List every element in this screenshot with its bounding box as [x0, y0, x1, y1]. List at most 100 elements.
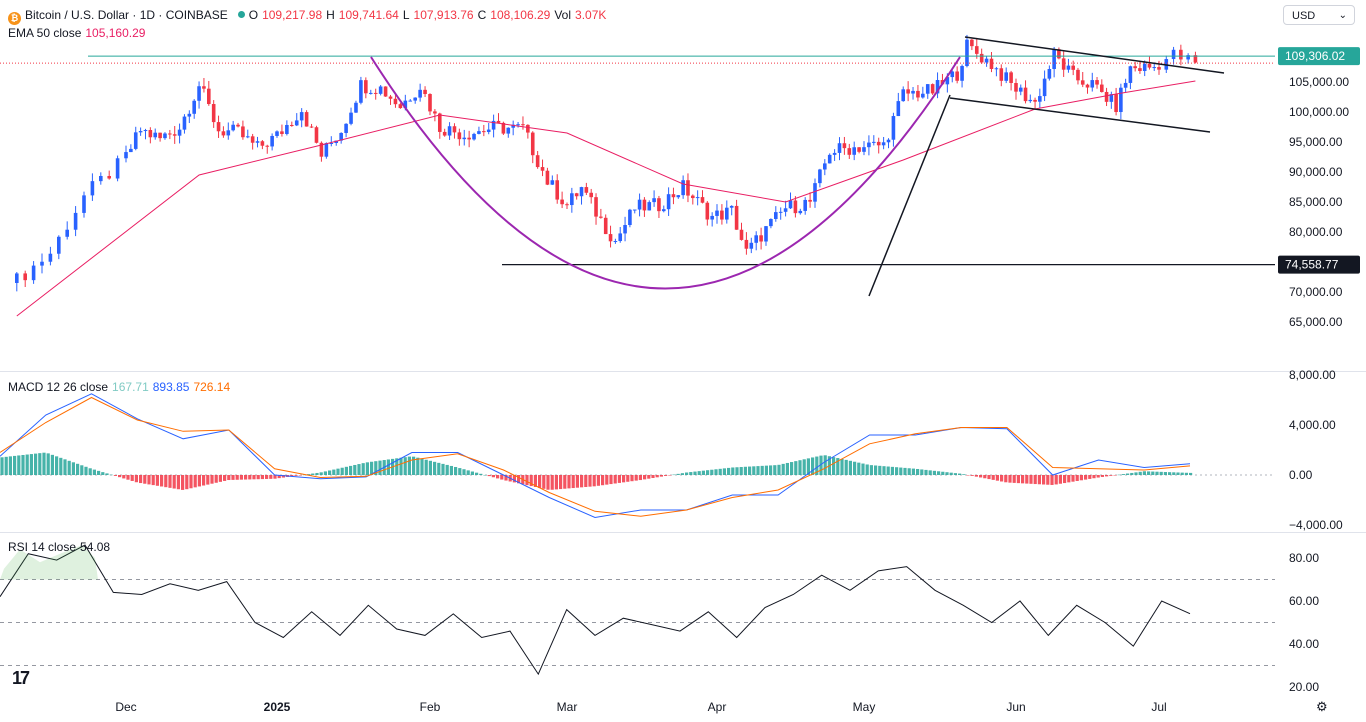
macd-histogram-bar — [307, 474, 311, 475]
close-label: C — [477, 8, 487, 22]
macd-histogram-bar — [1033, 475, 1037, 485]
macd-histogram-bar — [172, 475, 176, 489]
candle — [511, 124, 515, 128]
candle — [339, 132, 343, 141]
candle — [589, 192, 593, 198]
macd-histogram-bar — [17, 455, 21, 475]
macd-histogram-bar — [336, 468, 340, 475]
candle — [764, 226, 768, 242]
rsi-tick-label: 20.00 — [1289, 680, 1319, 694]
macd-histogram-bar — [773, 465, 777, 475]
candle — [344, 123, 348, 133]
macd-histogram-bar — [706, 470, 710, 475]
candle — [560, 199, 564, 205]
macd-histogram-bar — [441, 463, 445, 475]
macd-histogram-bar — [613, 475, 617, 484]
macd-histogram-bar — [281, 475, 285, 478]
macd-histogram-bar — [592, 475, 596, 487]
candle — [793, 200, 798, 214]
rsi-overbought-fill — [0, 545, 98, 580]
candle — [255, 141, 260, 143]
tradingview-logo-icon[interactable]: 17 — [12, 668, 30, 688]
macd-histogram-bar — [126, 475, 130, 480]
macd-histogram-bar — [928, 470, 932, 475]
macd-histogram-bar — [819, 455, 823, 475]
candle — [207, 88, 211, 105]
candle — [1057, 49, 1061, 59]
currency-value: USD — [1292, 10, 1316, 22]
macd-histogram-bar — [8, 456, 12, 475]
candle — [349, 112, 353, 124]
symbol-title[interactable]: Bitcoin / U.S. Dollar · 1D · COINBASE — [25, 8, 228, 22]
macd-histogram-bar — [790, 462, 794, 475]
macd-histogram-bar — [697, 471, 701, 475]
candle — [398, 104, 403, 109]
candle — [867, 142, 871, 148]
candle — [778, 211, 783, 213]
candle — [618, 233, 623, 242]
macd-histogram-bar — [848, 460, 852, 475]
chevron-down-icon: ⌄ — [1338, 10, 1347, 21]
candle — [516, 124, 520, 126]
candle — [1014, 83, 1018, 92]
macd-histogram-bar — [722, 468, 726, 475]
gear-icon[interactable]: ⚙ — [1316, 699, 1328, 714]
macd-histogram-bar — [50, 454, 54, 475]
candle — [15, 273, 19, 283]
macd-histogram-bar — [605, 475, 609, 485]
macd-histogram-bar — [718, 468, 722, 475]
macd-histogram-bar — [710, 469, 714, 475]
macd-histogram-bar — [130, 475, 134, 481]
price-tag-label: 74,558.77 — [1285, 258, 1339, 272]
macd-histogram-bar — [277, 475, 281, 479]
candle — [783, 208, 788, 212]
macd-histogram-bar — [55, 456, 59, 475]
macd-histogram-bar — [575, 475, 579, 488]
macd-histogram-bar — [920, 469, 924, 475]
macd-histogram-bar — [294, 475, 298, 476]
macd-histogram-bar — [395, 458, 399, 475]
candle — [579, 187, 584, 197]
macd-label: MACD 12 26 close — [8, 380, 109, 394]
ema-legend[interactable]: EMA 50 close 105,160.29 — [8, 25, 149, 41]
candle — [158, 132, 162, 139]
macd-histogram-bar — [92, 469, 96, 475]
candle — [788, 200, 793, 209]
macd-legend[interactable]: MACD 12 26 close 167.71 893.85 726.14 — [8, 379, 234, 395]
macd-histogram-bar — [890, 466, 894, 475]
macd-histogram-bar — [25, 454, 29, 475]
candle — [686, 180, 690, 196]
macd-histogram-bar — [168, 475, 172, 488]
currency-select[interactable]: USD ⌄ — [1283, 5, 1355, 25]
candle — [1133, 66, 1137, 69]
rsi-legend[interactable]: RSI 14 close 54.08 — [8, 539, 114, 555]
candle — [886, 139, 891, 143]
macd-histogram-bar — [1071, 475, 1075, 482]
macd-histogram-bar — [428, 460, 432, 475]
candle — [31, 265, 36, 281]
macd-histogram-bar — [983, 475, 987, 479]
macd-histogram-bar — [315, 472, 319, 475]
candle — [423, 89, 427, 95]
candle — [168, 133, 172, 135]
candle — [329, 142, 334, 144]
macd-histogram-bar — [626, 475, 630, 482]
macd-histogram-bar — [223, 475, 227, 481]
macd-histogram-bar — [533, 475, 537, 487]
candle — [774, 212, 778, 219]
macd-histogram-bar — [1117, 474, 1121, 476]
candle — [304, 112, 309, 127]
candle — [744, 239, 749, 249]
macd-histogram-bar — [886, 466, 890, 475]
candle — [319, 142, 324, 157]
macd-histogram-bar — [995, 475, 999, 481]
macd-tick-label: 4,000.00 — [1289, 418, 1336, 432]
candle — [872, 141, 876, 143]
price-tick-label: 65,000.00 — [1289, 315, 1343, 329]
candle — [82, 195, 86, 213]
candle — [1085, 84, 1090, 88]
candle — [1061, 58, 1066, 70]
bitcoin-icon: ₿ — [8, 12, 21, 25]
macd-histogram-bar — [454, 466, 458, 475]
